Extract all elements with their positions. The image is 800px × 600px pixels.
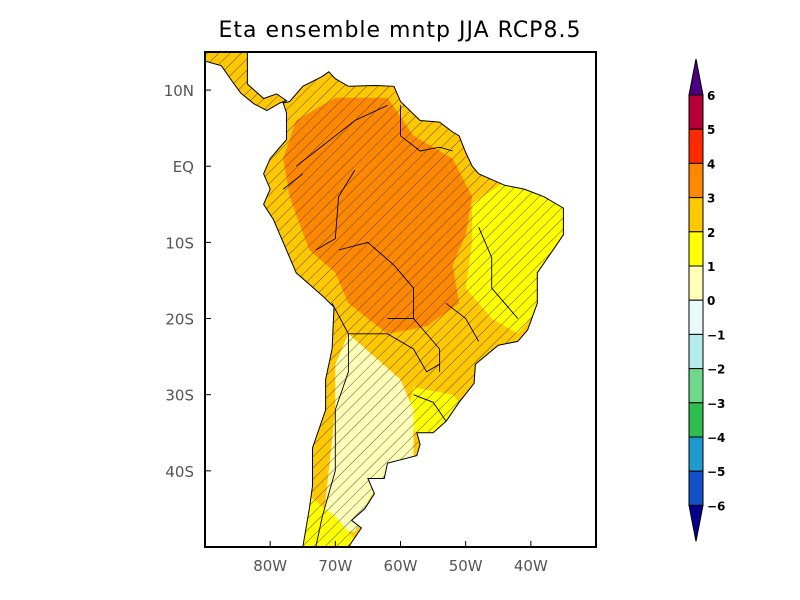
lon-tick-label: 40W	[514, 557, 548, 575]
colorbar-label: 2	[707, 226, 715, 240]
lat-tick-label: 10N	[164, 82, 194, 100]
country-border	[387, 318, 441, 372]
colorbar-box	[688, 470, 704, 506]
lon-tick-label: 70W	[318, 557, 352, 575]
colorbar-label: 0	[707, 294, 715, 308]
colorbar-label: −2	[707, 363, 725, 377]
lat-tick-label: 20S	[165, 311, 194, 329]
country-border	[445, 302, 480, 342]
lon-tick-label: 50W	[449, 557, 483, 575]
colorbar-box	[688, 368, 704, 404]
country-border	[413, 394, 447, 422]
colorbar-label: −4	[707, 431, 725, 445]
country-border	[400, 105, 453, 152]
country-border	[282, 173, 304, 190]
colorbar-box	[688, 333, 704, 370]
lon-tick-label: 80W	[253, 557, 287, 575]
country-border	[338, 241, 414, 319]
country-border	[348, 333, 440, 373]
colorbar-box	[688, 436, 704, 472]
colorbar-label: −5	[707, 465, 725, 479]
colorbar-box	[688, 162, 704, 199]
colorbar-top-arrow	[688, 58, 704, 96]
colorbar-label: −6	[707, 499, 725, 513]
colorbar-box	[688, 402, 704, 438]
colorbar-box	[688, 265, 704, 301]
lon-tick-label: 60W	[384, 557, 418, 575]
colorbar-label: 3	[707, 192, 715, 206]
lat-tick-label: 40S	[165, 463, 194, 481]
colorbar-label: 5	[707, 123, 715, 137]
chart-title: Eta ensemble mntp JJA RCP8.5	[218, 18, 582, 43]
colorbar: 6 5 4 3 2 1 0 −1 −2 −3 −4 −5 −6	[688, 58, 725, 542]
colorbar-label: −3	[707, 397, 725, 411]
lat-tick-label: 10S	[165, 234, 194, 252]
colorbar-label: 6	[707, 89, 715, 103]
colorbar-label: 4	[707, 157, 715, 171]
country-border	[478, 227, 519, 319]
country-border	[315, 169, 356, 251]
colorbar-label: −1	[707, 328, 725, 342]
colorbar-box	[688, 299, 704, 335]
colorbar-box	[688, 128, 704, 164]
country-border	[315, 303, 349, 547]
lat-tick-label: EQ	[173, 158, 194, 176]
lat-tick-label: 30S	[165, 387, 194, 405]
colorbar-label: 1	[707, 260, 715, 274]
colorbar-box	[688, 231, 704, 267]
coastline	[205, 52, 564, 547]
colorbar-box	[688, 197, 704, 233]
map-area	[205, 52, 564, 547]
colorbar-bottom-arrow	[688, 504, 704, 542]
colorbar-box	[688, 94, 704, 130]
country-border	[295, 104, 388, 167]
